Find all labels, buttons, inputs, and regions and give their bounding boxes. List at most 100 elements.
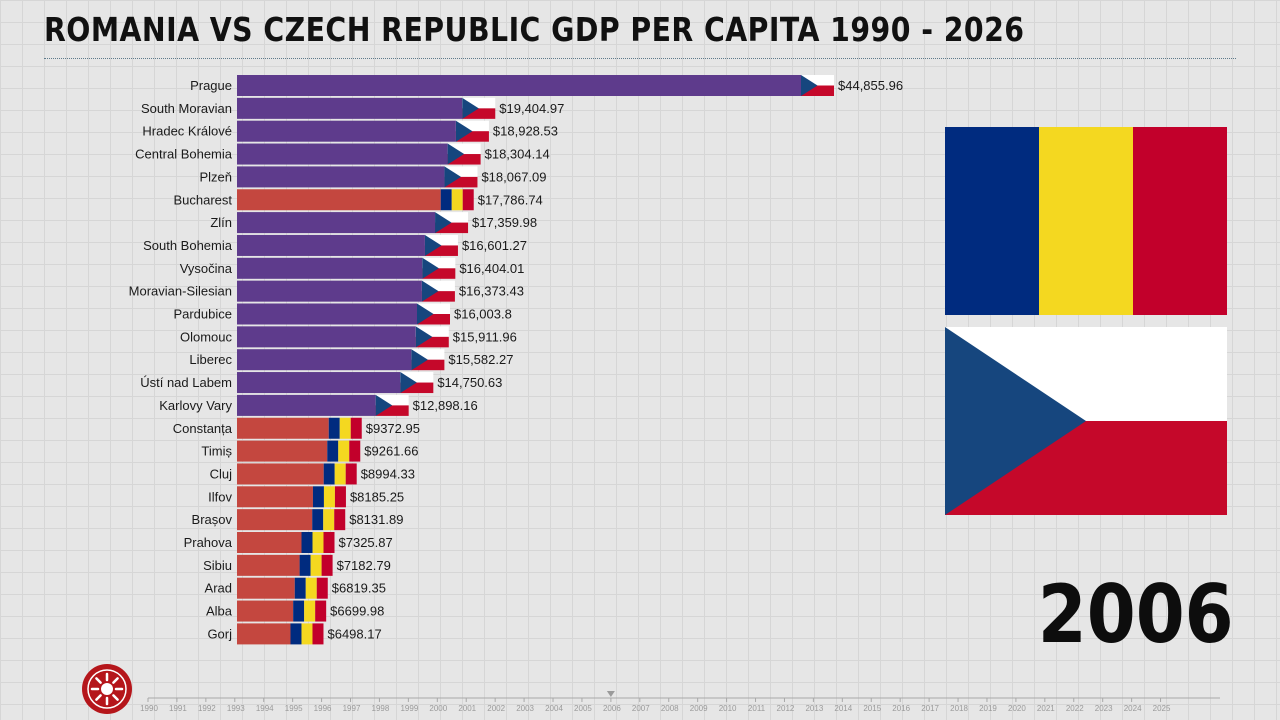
bar-0-value: $44,855.96 [838,78,903,93]
bar-10-czech-flag-icon [416,303,450,325]
bar-6-czech-flag-icon [435,212,469,234]
bar-2-label: Hradec Králové [142,124,232,139]
timeline-tick-label: 2010 [719,704,737,713]
bar-16-value: $9261.66 [364,444,418,459]
title-divider [44,58,1236,59]
timeline-tick-label: 2024 [1124,704,1142,713]
bar-21 [237,554,300,576]
timeline-slider[interactable]: 1990 1991 1992 1993 1994 1995 1996 1997 1998 1999… [0,688,1280,720]
bar-6-value: $17,359.98 [472,215,537,230]
timeline-tick-label: 2018 [950,704,968,713]
timeline-tick-label: 2006 [603,704,621,713]
timeline-tick-label: 1992 [198,704,216,713]
bar-21-value: $7182.79 [337,558,391,573]
bar-5 [237,189,441,211]
bar-20-label: Prahova [184,535,233,550]
bar-4-label: Plzeň [199,169,232,184]
czech-flag-triangle [945,327,1086,515]
bar-24-romania-flag-icon [290,623,324,645]
bar-22-value: $6819.35 [332,581,386,596]
bar-4-value: $18,067.09 [481,169,546,184]
bar-20-value: $7325.87 [339,535,393,550]
timeline-tick-label: 2020 [1008,704,1026,713]
bar-21-romania-flag-icon [299,554,333,576]
bar-21-label: Sibiu [203,558,232,573]
bar-13-value: $14,750.63 [437,375,502,390]
bar-7-label: South Bohemia [143,238,233,253]
bar-19-value: $8131.89 [349,512,403,527]
bar-3 [237,143,448,165]
bar-20 [237,532,302,553]
bar-23-value: $6699.98 [330,604,384,619]
timeline-tick-label: 2008 [661,704,679,713]
bar-9-value: $16,373.43 [459,284,524,299]
timeline-tick-label: 2023 [1095,704,1113,713]
bar-23-label: Alba [206,604,233,619]
timeline-tick-label: 2005 [574,704,592,713]
timeline-tick-label: 2021 [1037,704,1055,713]
bar-10 [237,303,417,325]
bar-16 [237,440,328,462]
bar-13 [237,372,401,394]
romania-flag-red [1133,127,1227,315]
timeline-tick-label: 1995 [285,704,303,713]
bar-15-romania-flag-icon [328,417,362,439]
timeline-tick-label: 2013 [805,704,823,713]
channel-logo-icon [82,664,132,714]
timeline-tick-label: 2012 [777,704,795,713]
bar-23-romania-flag-icon [293,600,327,622]
bar-8-czech-flag-icon [422,257,456,279]
bar-12-czech-flag-icon [411,349,445,371]
timeline-tick-label: 2009 [690,704,708,713]
bar-7 [237,234,425,256]
bar-0-czech-flag-icon [801,75,834,96]
timeline-tick-label: 1999 [400,704,418,713]
bar-7-value: $16,601.27 [462,238,527,253]
timeline-tick-label: 1997 [343,704,361,713]
czech-flag [945,327,1227,515]
timeline-tick-label: 1998 [372,704,390,713]
bar-7-czech-flag-icon [424,234,458,256]
bar-0-label: Prague [190,78,232,93]
bar-13-label: Ústí nad Labem [140,375,232,390]
bar-17-value: $8994.33 [361,466,415,481]
bar-1 [237,97,463,119]
bar-8-value: $16,404.01 [459,261,524,276]
bar-22-label: Arad [205,581,232,596]
bar-19 [237,509,313,531]
bar-5-romania-flag-icon [440,189,474,211]
bar-10-label: Pardubice [173,307,232,322]
timeline-tick-label: 2001 [458,704,476,713]
bar-8 [237,257,423,279]
bar-12 [237,349,412,371]
bar-24-label: Gorj [207,626,232,641]
bar-22 [237,577,295,599]
bar-6 [237,212,436,234]
bar-17-romania-flag-icon [323,463,357,485]
bar-18-romania-flag-icon [312,486,346,508]
bar-1-value: $19,404.97 [499,101,564,116]
bar-22-romania-flag-icon [294,577,328,599]
timeline-handle[interactable] [606,691,615,697]
bar-24-value: $6498.17 [327,626,381,641]
romania-flag-yellow [1039,127,1133,315]
bar-1-label: South Moravian [141,101,232,116]
timeline-tick-label: 1991 [169,704,187,713]
bar-14-czech-flag-icon [375,394,409,416]
bar-15-value: $9372.95 [366,421,420,436]
bar-11-label: Olomouc [180,329,233,344]
bar-1-czech-flag-icon [462,97,496,119]
bar-17-label: Cluj [210,466,233,481]
bar-14-value: $12,898.16 [413,398,478,413]
bar-4 [237,166,445,188]
bar-18 [237,486,313,508]
timeline-tick-label: 2007 [632,704,650,713]
bar-8-label: Vysočina [180,261,233,276]
timeline-tick-label: 2003 [516,704,534,713]
bar-15 [237,417,329,439]
romania-flag-blue [945,127,1039,315]
bar-6-label: Zlín [210,215,232,230]
bar-2-value: $18,928.53 [493,124,558,139]
bar-3-label: Central Bohemia [135,147,233,162]
bar-18-label: Ilfov [208,489,232,504]
